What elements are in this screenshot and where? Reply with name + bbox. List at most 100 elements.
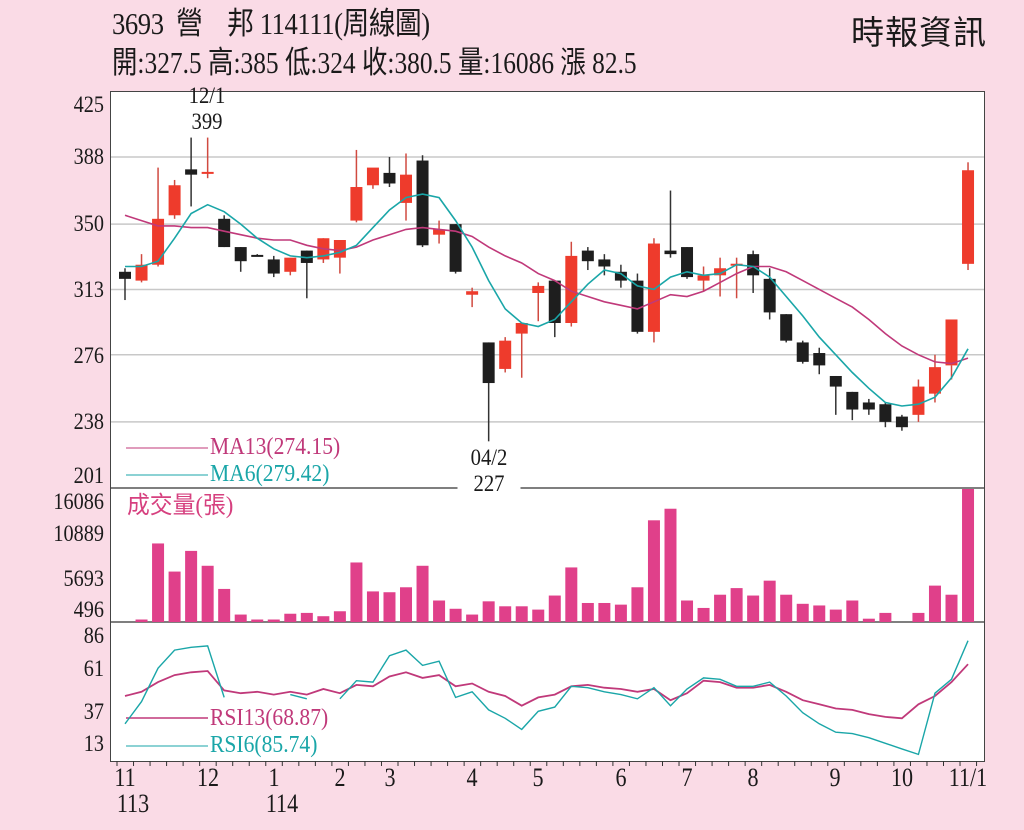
volume-axis-label: 16086 [53,489,104,514]
candle-body [532,285,545,293]
candle-body [267,259,280,274]
volume-bar [152,543,165,622]
volume-bar [185,550,198,622]
volume-bar [598,602,611,622]
candle-body [598,259,611,267]
volume-bar [829,609,842,622]
candle-body [300,250,313,263]
candle-body [284,257,297,272]
candle-body [168,185,181,216]
candle-body [813,353,826,366]
x-axis-month-label: 11/1 [948,763,988,792]
candle-body [581,250,594,262]
candle-body [747,254,760,276]
volume-bar [267,619,280,622]
candle-body [152,218,165,265]
volume-bar [912,612,925,622]
volume-bar [515,606,528,622]
brand-label: 時報資訊 [851,16,987,52]
volume-bar [499,606,512,622]
candle-body [945,319,958,366]
price-axis-label: 201 [73,463,104,488]
x-axis-month-label: 2 [334,763,346,792]
volume-bar [300,612,313,622]
low-annotation-date: 04/2 [470,445,508,470]
rsi6-line [290,693,308,700]
candle-body [879,404,892,422]
volume-bar [962,489,975,622]
volume-bar [449,608,462,622]
candle-body [135,264,148,281]
x-axis-year-label: 114 [265,789,299,818]
candle-body [482,342,495,384]
candle-body [548,280,561,324]
volume-bar [631,587,644,622]
volume-bar [350,562,363,622]
candle-body [234,247,247,262]
candle-body [862,402,875,410]
volume-bar [433,600,446,622]
volume-bar [647,520,660,622]
ohlc-summary: 開:327.5 高:385 低:324 收:380.5 量:16086 漲 82… [112,45,637,80]
x-axis-month-label: 7 [681,763,693,792]
candle-body [350,187,363,221]
rsi-axis-label: 61 [83,656,104,681]
volume-bar [730,588,743,622]
volume-bar [317,616,330,622]
price-axis-label: 388 [73,144,104,169]
volume-bar [201,565,214,622]
rsi-axis-label: 37 [83,699,104,724]
volume-axis-label: 10889 [53,521,104,546]
candle-body [218,218,231,248]
x-axis-month-label: 3 [384,763,396,792]
volume-axis-label: 496 [73,597,104,622]
high-annotation-value: 399 [191,109,223,134]
candle-doji [201,171,214,174]
ma6-legend: MA6(279.42) [210,461,330,487]
volume-bar [796,603,809,622]
rsi13-legend: RSI13(68.87) [210,705,329,731]
chart-frame [110,91,985,762]
x-axis-month-label: 6 [615,763,627,792]
volume-bar [383,592,396,622]
candle-body [333,240,346,258]
candle-body [366,167,379,186]
ma13-legend: MA13(274.15) [210,434,341,460]
candle-body [416,160,429,246]
volume-bar [697,607,710,622]
high-annotation-date: 12/1 [188,83,226,108]
rsi13-line [124,663,969,720]
ma6-line [125,193,969,407]
x-axis-month-label: 1 [268,763,280,792]
candle-body [928,367,941,394]
volume-bar [234,614,247,622]
candle-body [449,224,462,272]
rsi6-line [124,645,225,725]
price-axis-label: 350 [73,211,104,236]
price-axis-label: 276 [73,343,104,368]
chart-title: 3693 營 邦 114111(周線圖) [112,6,430,41]
rsi-axis-label: 86 [83,623,104,648]
x-axis-month-label: 4 [466,763,478,792]
volume-bar [664,508,677,622]
volume-bar [928,585,941,622]
candle-doji [251,254,264,257]
volume-bar [763,580,776,622]
ma13-line [124,214,969,365]
candle-body [796,342,809,362]
volume-axis-label: 5693 [63,566,104,591]
x-axis-month-label: 5 [532,763,544,792]
candle-body [433,229,446,235]
candle-body [895,416,908,428]
candle-body [647,243,660,332]
x-axis-month-label: 12 [196,763,220,792]
x-axis-month-label: 11 [114,763,136,792]
low-annotation-value: 227 [457,472,521,496]
candle-body [780,314,793,341]
volume-bar [400,587,413,622]
candle-body [763,278,776,313]
candle-body [664,250,677,255]
volume-bar [548,595,561,622]
candle-body [614,271,627,281]
